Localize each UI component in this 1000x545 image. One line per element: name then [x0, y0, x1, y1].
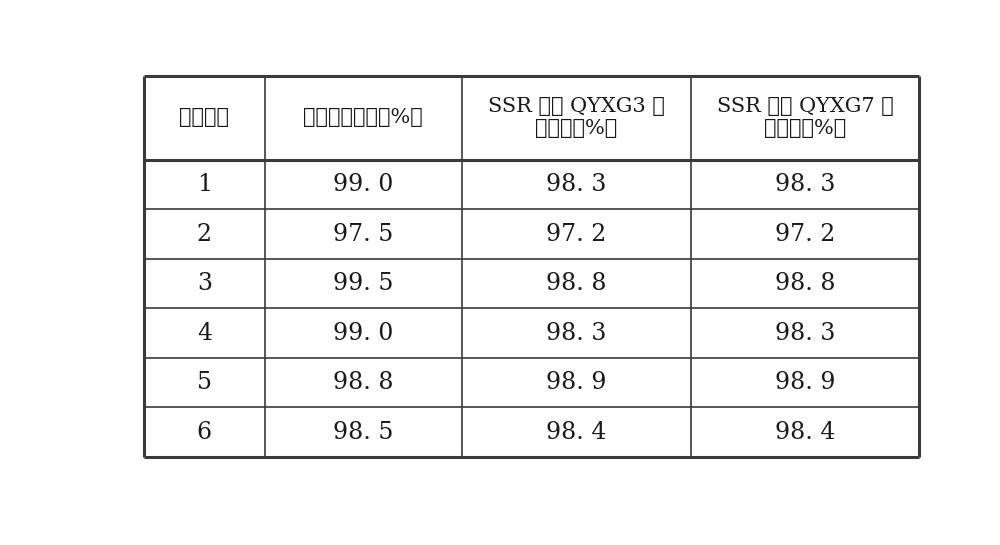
Text: 97. 2: 97. 2 [546, 222, 607, 246]
Text: 98. 9: 98. 9 [775, 371, 835, 394]
Text: 99. 5: 99. 5 [333, 272, 394, 295]
Text: 97. 2: 97. 2 [775, 222, 835, 246]
Text: 田间鉴定结果（%）: 田间鉴定结果（%） [303, 108, 423, 128]
Text: SSR 引物 QYXG3 鉴
定结果（%）: SSR 引物 QYXG3 鉴 定结果（%） [488, 98, 665, 138]
Text: 98. 3: 98. 3 [775, 322, 835, 344]
Text: 98. 4: 98. 4 [775, 421, 835, 444]
Text: 99. 0: 99. 0 [333, 173, 394, 196]
Text: 98. 8: 98. 8 [775, 272, 835, 295]
Text: 98. 3: 98. 3 [546, 322, 607, 344]
Text: 1: 1 [197, 173, 212, 196]
Text: 5: 5 [197, 371, 212, 394]
Text: 6: 6 [197, 421, 212, 444]
Text: 98. 9: 98. 9 [546, 371, 607, 394]
Text: 99. 0: 99. 0 [333, 322, 394, 344]
Text: 98. 8: 98. 8 [333, 371, 394, 394]
Text: 98. 3: 98. 3 [546, 173, 607, 196]
Text: 97. 5: 97. 5 [333, 222, 393, 246]
Text: 98. 4: 98. 4 [546, 421, 607, 444]
Text: 98. 8: 98. 8 [546, 272, 607, 295]
Text: 98. 5: 98. 5 [333, 421, 394, 444]
Text: SSR 引物 QYXG7 鉴
定结果（%）: SSR 引物 QYXG7 鉴 定结果（%） [717, 98, 893, 138]
Text: 98. 3: 98. 3 [775, 173, 835, 196]
Text: 3: 3 [197, 272, 212, 295]
Text: 样品编号: 样品编号 [179, 108, 229, 128]
Text: 4: 4 [197, 322, 212, 344]
Text: 2: 2 [197, 222, 212, 246]
